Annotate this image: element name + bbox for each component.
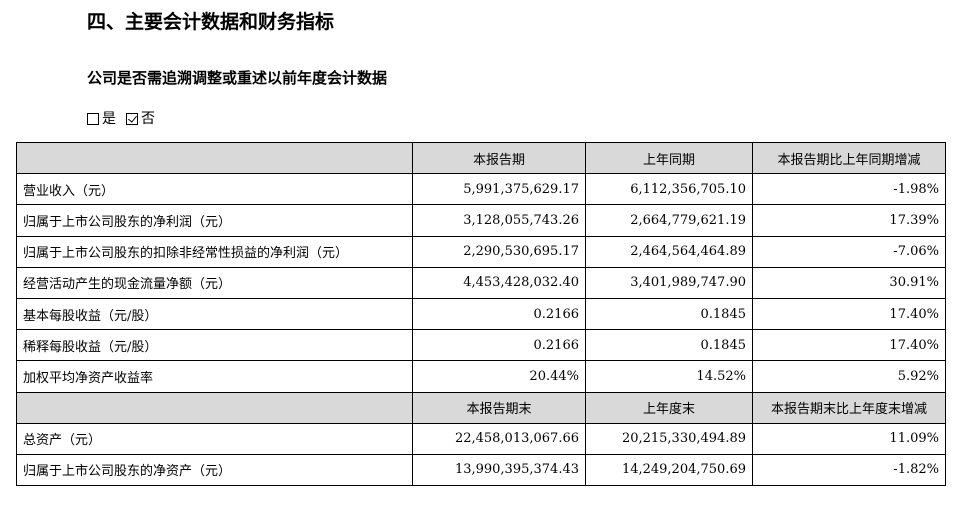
table-row: 归属于上市公司股东的净资产（元） 13,990,395,374.43 14,24… (16, 453, 946, 487)
checkbox-unchecked-icon[interactable] (87, 113, 99, 125)
cell-change: 17.39% (752, 204, 946, 237)
cell-change: -1.82% (752, 453, 946, 487)
row-label: 营业收入（元） (16, 173, 413, 206)
checkbox-checked-icon[interactable] (126, 113, 138, 125)
cell-current: 3,128,055,743.26 (412, 204, 586, 237)
option-yes[interactable]: 是 (87, 108, 116, 130)
cell-prior: 14,249,204,750.69 (585, 453, 753, 487)
table-header-period: 本报告期 上年同期 本报告期比上年同期增减 (16, 141, 946, 175)
cell-change: 5.92% (752, 360, 946, 393)
restatement-options: 是 否 (87, 108, 165, 130)
cell-prior: 3,401,989,747.90 (585, 266, 753, 299)
row-label: 归属于上市公司股东的扣除非经常性损益的净利润（元） (16, 235, 413, 268)
header-cell-prior-period: 上年同期 (585, 141, 753, 175)
section-title: 四、主要会计数据和财务指标 (87, 11, 335, 33)
row-label: 归属于上市公司股东的净资产（元） (16, 453, 413, 487)
cell-current: 2,290,530,695.17 (412, 235, 586, 268)
cell-change: 30.91% (752, 266, 946, 299)
cell-current: 5,991,375,629.17 (412, 173, 586, 206)
table-row: 加权平均净资产收益率 20.44% 14.52% 5.92% (16, 360, 946, 393)
header-cell-current-period-end: 本报告期末 (412, 391, 586, 424)
header-cell-period-change: 本报告期比上年同期增减 (752, 141, 946, 175)
header-cell-period-end-change: 本报告期末比上年度末增减 (752, 391, 946, 424)
header-cell-prior-year-end: 上年度末 (585, 391, 753, 424)
row-label: 经营活动产生的现金流量净额（元） (16, 266, 413, 299)
restatement-question: 公司是否需追溯调整或重述以前年度会计数据 (87, 69, 388, 87)
cell-current: 20.44% (412, 360, 586, 393)
option-no-label: 否 (141, 111, 155, 127)
cell-change: 11.09% (752, 422, 946, 455)
header-cell-current-period: 本报告期 (412, 141, 586, 175)
row-label: 加权平均净资产收益率 (16, 360, 413, 393)
cell-prior: 2,664,779,621.19 (585, 204, 753, 237)
row-label: 稀释每股收益（元/股） (16, 329, 413, 362)
cell-change: -1.98% (752, 173, 946, 206)
option-yes-label: 是 (102, 111, 116, 127)
cell-prior: 20,215,330,494.89 (585, 422, 753, 455)
table-row: 归属于上市公司股东的净利润（元） 3,128,055,743.26 2,664,… (16, 204, 946, 237)
cell-prior: 0.1845 (585, 329, 753, 362)
table-row: 基本每股收益（元/股） 0.2166 0.1845 17.40% (16, 297, 946, 331)
financial-data-table: 本报告期 上年同期 本报告期比上年同期增减 营业收入（元） 5,991,375,… (16, 141, 946, 487)
table-row: 归属于上市公司股东的扣除非经常性损益的净利润（元） 2,290,530,695.… (16, 235, 946, 268)
table-row: 总资产（元） 22,458,013,067.66 20,215,330,494.… (16, 422, 946, 455)
cell-current: 4,453,428,032.40 (412, 266, 586, 299)
option-no[interactable]: 否 (126, 108, 155, 130)
header-cell-blank (16, 391, 413, 424)
cell-prior: 2,464,564,464.89 (585, 235, 753, 268)
cell-current: 0.2166 (412, 329, 586, 362)
cell-current: 13,990,395,374.43 (412, 453, 586, 487)
cell-prior: 6,112,356,705.10 (585, 173, 753, 206)
row-label: 总资产（元） (16, 422, 413, 455)
cell-change: 17.40% (752, 297, 946, 331)
table-row: 稀释每股收益（元/股） 0.2166 0.1845 17.40% (16, 329, 946, 362)
cell-prior: 14.52% (585, 360, 753, 393)
row-label: 归属于上市公司股东的净利润（元） (16, 204, 413, 237)
table-row: 营业收入（元） 5,991,375,629.17 6,112,356,705.1… (16, 173, 946, 206)
cell-change: 17.40% (752, 329, 946, 362)
header-cell-blank (16, 141, 413, 175)
table-header-period-end: 本报告期末 上年度末 本报告期末比上年度末增减 (16, 391, 946, 424)
cell-current: 0.2166 (412, 297, 586, 331)
table-row: 经营活动产生的现金流量净额（元） 4,453,428,032.40 3,401,… (16, 266, 946, 299)
cell-current: 22,458,013,067.66 (412, 422, 586, 455)
cell-change: -7.06% (752, 235, 946, 268)
cell-prior: 0.1845 (585, 297, 753, 331)
row-label: 基本每股收益（元/股） (16, 297, 413, 331)
